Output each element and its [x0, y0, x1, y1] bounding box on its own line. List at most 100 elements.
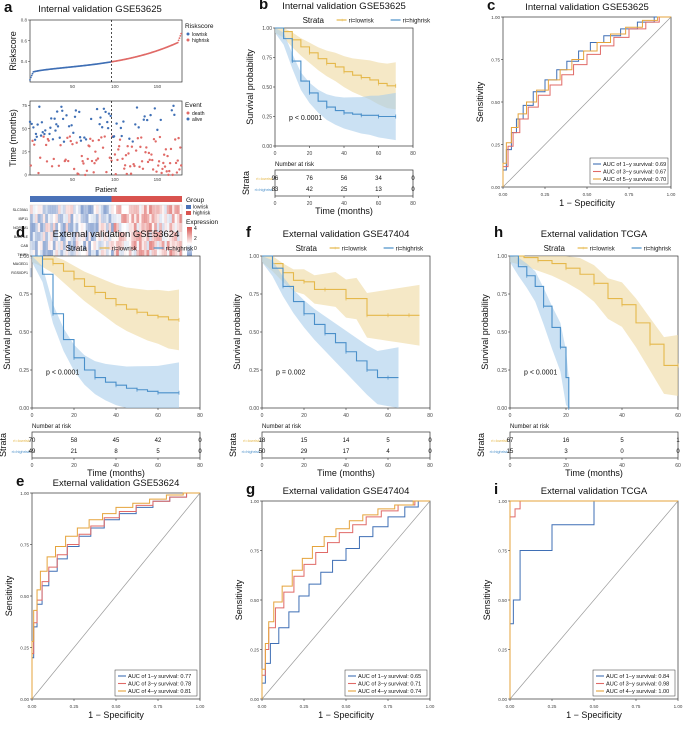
alive-point	[38, 105, 41, 108]
risk-table-ylabel: Strata	[0, 433, 8, 457]
legend-swatch-plus: +	[582, 246, 585, 252]
y-tick-label: 0.75	[20, 542, 29, 547]
death-point	[174, 161, 178, 165]
y-tick-label: 0.50	[250, 598, 259, 603]
risk-count: 0	[428, 438, 432, 444]
heatmap-cell	[93, 205, 96, 214]
death-point	[127, 152, 130, 155]
risk-count: 5	[620, 438, 624, 444]
death-point	[80, 154, 83, 158]
x-tick-label: 0.50	[342, 704, 351, 709]
km-panel-h: h External validation TCGA Strata + ri=lowri…	[476, 224, 681, 478]
heatmap-cell	[65, 232, 69, 241]
heatmap-cell	[149, 214, 152, 223]
risk-table-ylabel: Strata	[476, 433, 486, 457]
riskscore-point	[176, 41, 179, 44]
x-tick-label: 0.50	[583, 192, 592, 197]
heatmap-cell	[131, 223, 135, 232]
heatmap-cell	[80, 232, 84, 241]
heatmap-cell	[144, 214, 147, 223]
heatmap-cell	[138, 223, 142, 232]
alive-point	[61, 109, 64, 112]
death-point	[95, 159, 98, 162]
heatmap-cell	[42, 241, 46, 250]
heatmap-cell	[83, 205, 86, 214]
heatmap-cell	[75, 205, 79, 214]
heatmap-cell	[103, 250, 107, 259]
risk-row-label: ri=lowrisk	[256, 176, 273, 181]
x-tick-label: 40	[113, 463, 119, 469]
heatmap-cell	[161, 241, 165, 250]
heatmap-cell	[30, 268, 33, 277]
heatmap-cell	[176, 241, 180, 250]
y-tick-label: 0.25	[249, 368, 259, 374]
heatmap-cell	[37, 214, 41, 223]
death-point	[121, 157, 124, 160]
heatmap-cell	[106, 205, 109, 214]
death-point	[29, 164, 33, 167]
death-point	[165, 170, 168, 173]
heatmap-cell	[133, 214, 137, 223]
heatmap-cell	[88, 205, 91, 214]
y-tick-label: 0.50	[262, 85, 272, 91]
heatmap-cell	[93, 250, 97, 259]
km-legend: Strata + ri=lowrisk ri=highrisk	[296, 244, 425, 253]
death-point	[144, 151, 147, 154]
heatmap-cell	[88, 241, 91, 250]
heatmap-cell	[133, 205, 137, 214]
x-tick-label: 20	[301, 463, 307, 469]
x-tick-label: 20	[301, 413, 307, 419]
risk-table-title: Number at risk	[32, 424, 72, 430]
heatmap-cell	[164, 205, 167, 214]
heatmap-cell	[45, 250, 48, 259]
risk-row-label: ri=highrisk	[242, 449, 260, 454]
heatmap-cell	[100, 250, 104, 259]
risk-table-area	[274, 169, 414, 197]
heatmap-cell	[118, 241, 122, 250]
heatmap-cell	[32, 205, 36, 214]
death-point	[151, 168, 155, 171]
death-point	[47, 139, 50, 142]
alive-point	[128, 137, 131, 140]
ci-band-lowrisk	[32, 256, 179, 351]
heatmap-cell	[68, 250, 71, 259]
y-tick-label: 0.50	[497, 330, 507, 336]
x-tick-label: 40	[619, 413, 625, 419]
y-axis-label: Survival probability	[480, 294, 490, 370]
legend-swatch-plus: +	[341, 18, 344, 24]
y-tick-label: 0.75	[491, 57, 500, 62]
ci-band-lowrisk	[262, 256, 420, 346]
death-point	[133, 164, 136, 168]
event-plot-area	[29, 100, 183, 176]
death-point	[100, 136, 103, 139]
heatmap-cell	[111, 223, 114, 232]
heatmap-cell	[40, 250, 43, 259]
heatmap-cell	[32, 250, 36, 259]
heatmap-cell	[93, 241, 97, 250]
roc-panel-i: i External validation TCGA 0.00 0.25 0.50 0.7…	[482, 481, 683, 720]
roc-panel-c: c Internal validation GSE53625 0.00 0.25 0.5…	[475, 0, 676, 208]
alive-point	[106, 126, 110, 130]
alive-point	[112, 135, 116, 138]
riskscore-point	[29, 76, 32, 79]
heatmap-cell	[169, 214, 173, 223]
death-point	[167, 173, 170, 177]
heatmap-cell	[85, 232, 89, 241]
risk-count: 4	[386, 449, 390, 455]
heatmap-cell	[179, 250, 183, 259]
x-tick-label: 50	[70, 177, 76, 182]
risk-row-label: ri=lowrisk	[491, 438, 508, 443]
death-point	[38, 156, 42, 159]
alive-point	[43, 132, 46, 136]
x-tick-label: 60	[385, 413, 391, 419]
roc-legend-box	[344, 669, 428, 697]
death-point	[179, 146, 182, 149]
death-point	[114, 172, 117, 176]
heatmap-cell	[154, 232, 157, 241]
legend-label-lowrisk: ri=lowrisk	[342, 247, 368, 253]
heatmap-cell	[159, 223, 162, 232]
x-tick-label: 80	[410, 201, 416, 207]
alive-point	[56, 125, 60, 128]
x-tick-label: 40	[619, 463, 625, 469]
